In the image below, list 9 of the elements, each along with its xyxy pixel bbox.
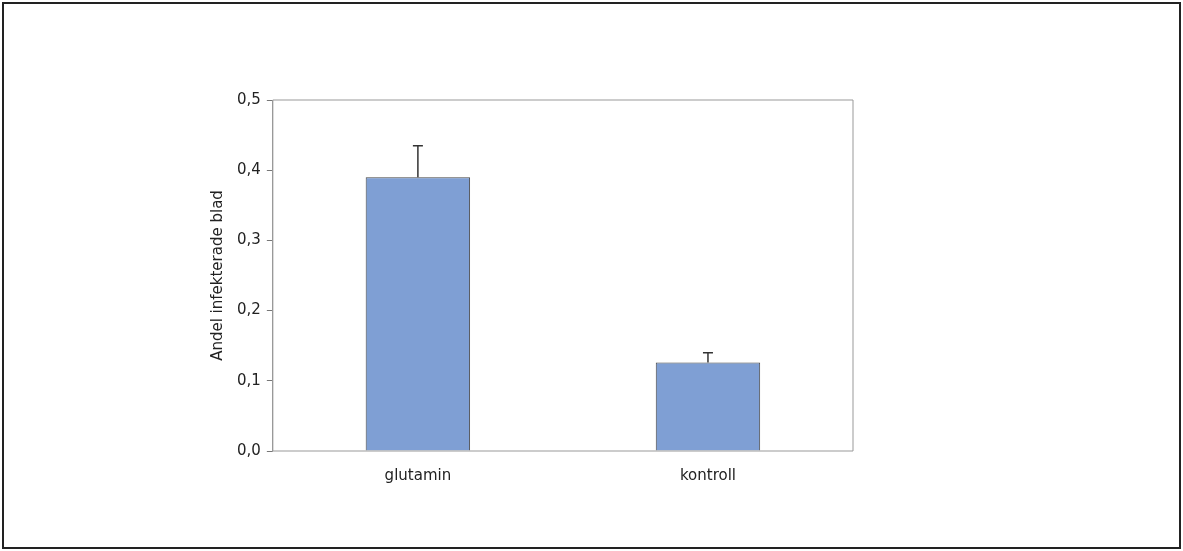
y-tick-label: 0,1 — [237, 370, 261, 389]
y-tick-label: 0,2 — [237, 300, 261, 319]
y-tick-label: 0,4 — [237, 160, 261, 179]
y-tick-label: 0,0 — [237, 440, 261, 459]
x-tick-label: kontroll — [679, 465, 736, 484]
y-axis-title: Andel infekterade blad — [207, 190, 226, 361]
y-tick-label: 0,3 — [237, 230, 261, 249]
y-tick-label: 0,5 — [237, 89, 261, 108]
x-tick-label: glutamin — [384, 465, 452, 484]
